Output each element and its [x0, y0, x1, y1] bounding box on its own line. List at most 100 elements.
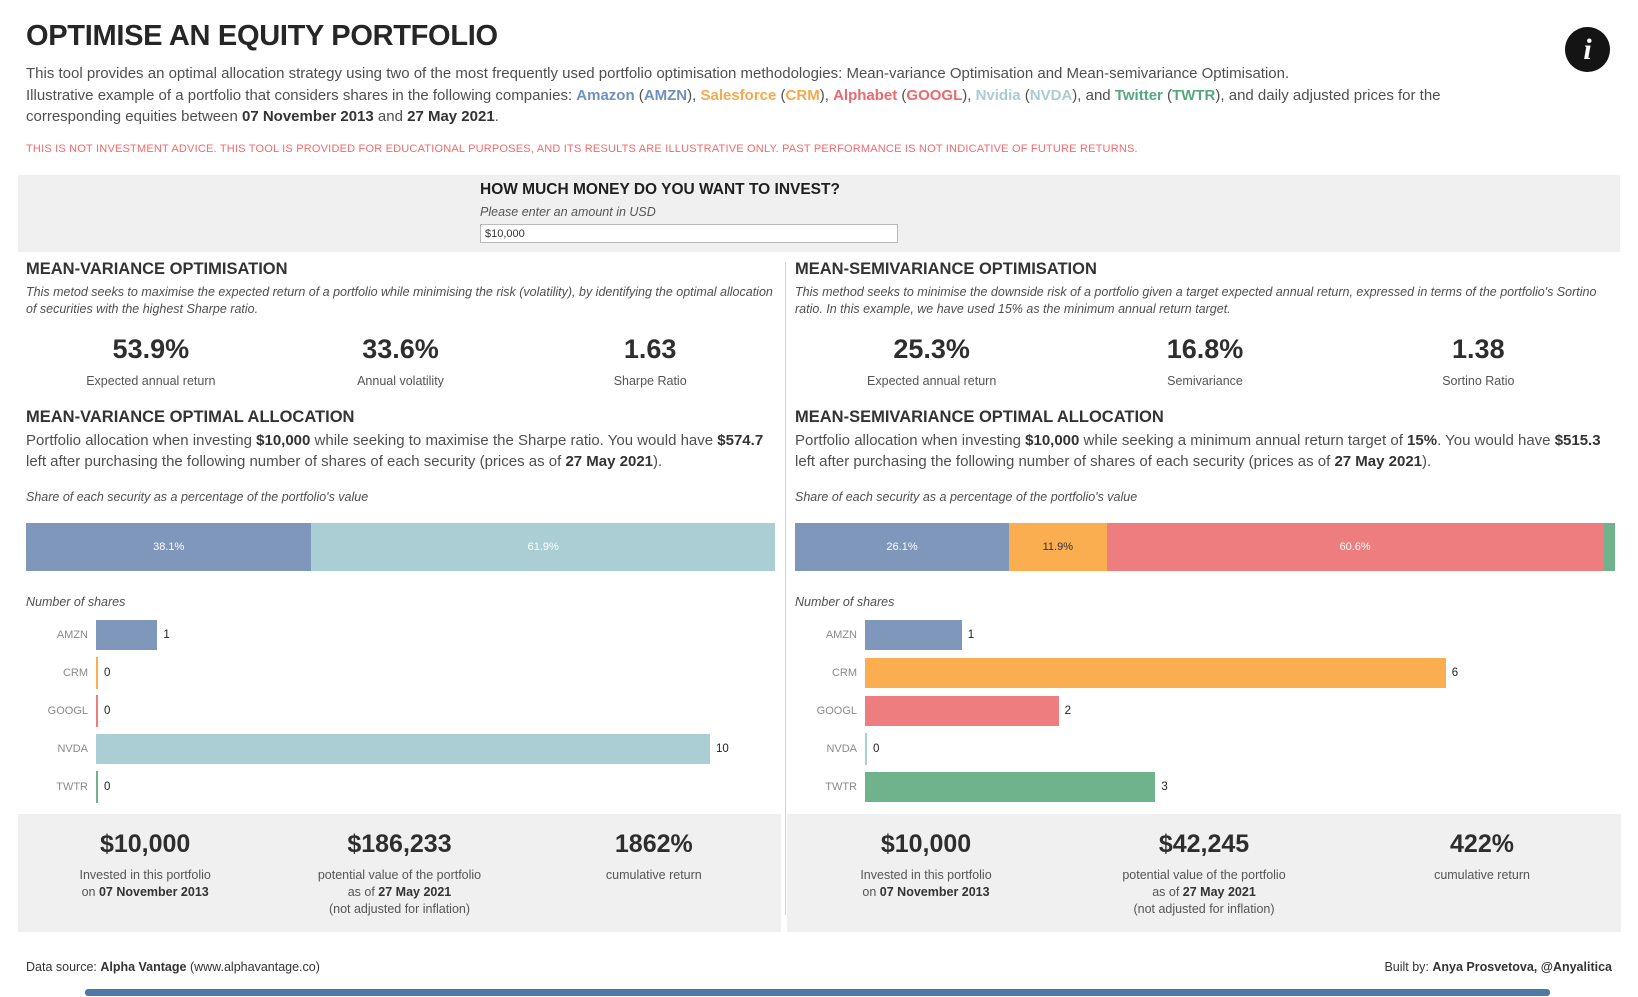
text-segment: . — [494, 108, 499, 125]
shares-value-label: 2 — [1064, 705, 1071, 717]
invest-amount-input[interactable] — [480, 224, 898, 243]
msv-summary-invested: $10,000 Invested in this portfolio on 07 … — [787, 830, 1065, 918]
text-segment: (not adjusted for inflation) — [328, 902, 471, 916]
shares-bar[interactable] — [96, 620, 158, 650]
mv-stat-expected-return: 53.9% Expected annual return — [26, 334, 276, 388]
text-segment: (not adjusted for inflation) — [1133, 902, 1275, 916]
text-segment: ( — [776, 86, 786, 104]
mv-allocation-stacked-bar: 38.1% 61.9% — [26, 523, 775, 571]
text-segment: 07 November 2013 — [879, 885, 990, 899]
summary-label: cumulative return — [527, 867, 781, 884]
stat-label: Expected annual return — [867, 374, 997, 388]
text-segment: Invested in this portfolio — [860, 868, 992, 882]
summary-value: $186,233 — [347, 830, 452, 858]
mv-allocation-title: MEAN-VARIANCE OPTIMAL ALLOCATION — [26, 408, 355, 426]
zero-bar-tick[interactable] — [865, 733, 867, 765]
allocation-segment-amzn[interactable]: 38.1% — [26, 523, 312, 571]
share-bar-row-twtr: TWTR 3 — [795, 772, 1615, 802]
ticker-label: CRM — [62, 667, 88, 679]
allocation-segment-googl[interactable]: 60.6% — [1106, 523, 1604, 571]
text-segment: CRM — [785, 86, 820, 104]
text-segment: on — [81, 885, 99, 899]
summary-label: Invested in this portfolio on 07 November… — [18, 867, 272, 901]
share-bar-row-googl: GOOGL 0 — [26, 695, 775, 727]
msv-share-caption: Share of each security as a percentage o… — [795, 490, 1138, 504]
summary-label: Invested in this portfolio on 07 November… — [787, 867, 1065, 901]
stat-label: Sharpe Ratio — [613, 374, 687, 388]
allocation-segment-label: 38.1% — [153, 541, 185, 553]
stat-value: 33.6% — [362, 334, 439, 364]
share-bar-row-nvda: NVDA 10 — [26, 734, 775, 764]
mv-stat-sharpe-ratio: 1.63 Sharpe Ratio — [525, 334, 775, 388]
shares-bar[interactable] — [96, 734, 710, 764]
text-segment: Salesforce — [700, 86, 777, 104]
text-segment: ), — [687, 86, 701, 104]
text-segment: Nvidia — [975, 86, 1021, 104]
share-bar-row-amzn: AMZN 1 — [26, 620, 775, 650]
shares-bar[interactable] — [865, 696, 1059, 726]
allocation-segment-crm[interactable]: 11.9% — [1009, 523, 1107, 571]
allocation-segment-nvda[interactable]: 61.9% — [311, 523, 775, 571]
text-segment: Anya Prosvetova, @Anyalitica — [1432, 960, 1612, 974]
mv-share-caption: Share of each security as a percentage o… — [26, 490, 369, 504]
shares-value-label: 1 — [967, 629, 975, 641]
horizontal-scrollbar[interactable] — [85, 989, 1550, 996]
mv-allocation-description: Portfolio allocation when investing $10,… — [26, 430, 775, 472]
mean-semivariance-column: MEAN-SEMIVARIANCE OPTIMISATION This meth… — [787, 258, 1621, 932]
invest-question: HOW MUCH MONEY DO YOU WANT TO INVEST? — [480, 181, 840, 198]
mv-stats-row: 53.9% Expected annual return 33.6% Annua… — [26, 334, 775, 388]
shares-bar[interactable] — [865, 772, 1156, 802]
text-segment: $10,000 — [1025, 432, 1080, 449]
ticker-label: CRM — [831, 667, 857, 679]
ticker-label: GOOGL — [47, 705, 88, 717]
disclaimer-text: THIS IS NOT INVESTMENT ADVICE. THIS TOOL… — [26, 142, 1138, 155]
footer-built-by: Built by: Anya Prosvetova, @Anyalitica — [1384, 960, 1612, 974]
msv-stat-expected-return: 25.3% Expected annual return — [795, 334, 1068, 388]
allocation-segment-label: 60.6% — [1339, 541, 1371, 553]
text-segment: (www.alphavantage.co) — [186, 960, 320, 974]
allocation-segment-amzn[interactable]: 26.1% — [795, 523, 1010, 571]
zero-bar-tick[interactable] — [96, 695, 98, 727]
text-segment: AMZN — [643, 86, 688, 104]
shares-bar[interactable] — [865, 620, 962, 650]
text-segment: ), and — [1072, 86, 1115, 104]
ticker-label: GOOGL — [816, 705, 857, 717]
text-segment: as of — [1152, 885, 1183, 899]
text-segment: ( — [1162, 86, 1173, 104]
mv-summary-potential-value: $186,233 potential value of the portfoli… — [272, 830, 526, 918]
info-icon[interactable]: i — [1565, 27, 1610, 72]
header: OPTIMISE AN EQUITY PORTFOLIO This tool p… — [26, 20, 1586, 155]
text-segment: 15% — [1407, 432, 1438, 449]
text-segment: left after purchasing the following numb… — [795, 453, 1335, 470]
zero-bar-tick[interactable] — [96, 771, 98, 803]
mv-stat-volatility: 33.6% Annual volatility — [276, 334, 526, 388]
mean-variance-column: MEAN-VARIANCE OPTIMISATION This metod se… — [18, 258, 781, 932]
text-segment: NVDA — [1029, 86, 1073, 104]
ticker-label: TWTR — [825, 781, 857, 793]
stat-label: Annual volatility — [357, 374, 444, 388]
allocation-segment-twtr[interactable] — [1603, 523, 1615, 571]
stat-label: Sortino Ratio — [1442, 374, 1515, 388]
text-segment: ), — [962, 86, 976, 104]
shares-bar[interactable] — [865, 658, 1446, 688]
invest-section: HOW MUCH MONEY DO YOU WANT TO INVEST? Pl… — [18, 175, 1620, 252]
stat-value: 1.63 — [623, 334, 677, 364]
allocation-segment-label: 11.9% — [1042, 541, 1073, 553]
text-segment: . You would have — [1437, 432, 1555, 449]
text-segment: ). — [1422, 453, 1432, 470]
msv-summary-cumulative-return: 422% cumulative return — [1343, 830, 1621, 918]
page-title: OPTIMISE AN EQUITY PORTFOLIO — [26, 20, 498, 52]
msv-stat-sortino-ratio: 1.38 Sortino Ratio — [1342, 334, 1615, 388]
invest-inner: HOW MUCH MONEY DO YOU WANT TO INVEST? Pl… — [480, 181, 900, 243]
text-segment: on — [862, 885, 880, 899]
summary-label: cumulative return — [1343, 867, 1621, 884]
text-segment: 27 May 2021 — [565, 453, 654, 470]
summary-value: $10,000 — [99, 830, 191, 858]
zero-bar-tick[interactable] — [96, 657, 98, 689]
stat-label: Expected annual return — [86, 374, 216, 388]
ticker-label: AMZN — [825, 629, 857, 641]
shares-value-label: 0 — [104, 667, 111, 679]
shares-value-label: 3 — [1161, 781, 1168, 793]
summary-label: potential value of the portfolio as of 27… — [1065, 867, 1343, 918]
stat-label: Semivariance — [1167, 374, 1243, 388]
